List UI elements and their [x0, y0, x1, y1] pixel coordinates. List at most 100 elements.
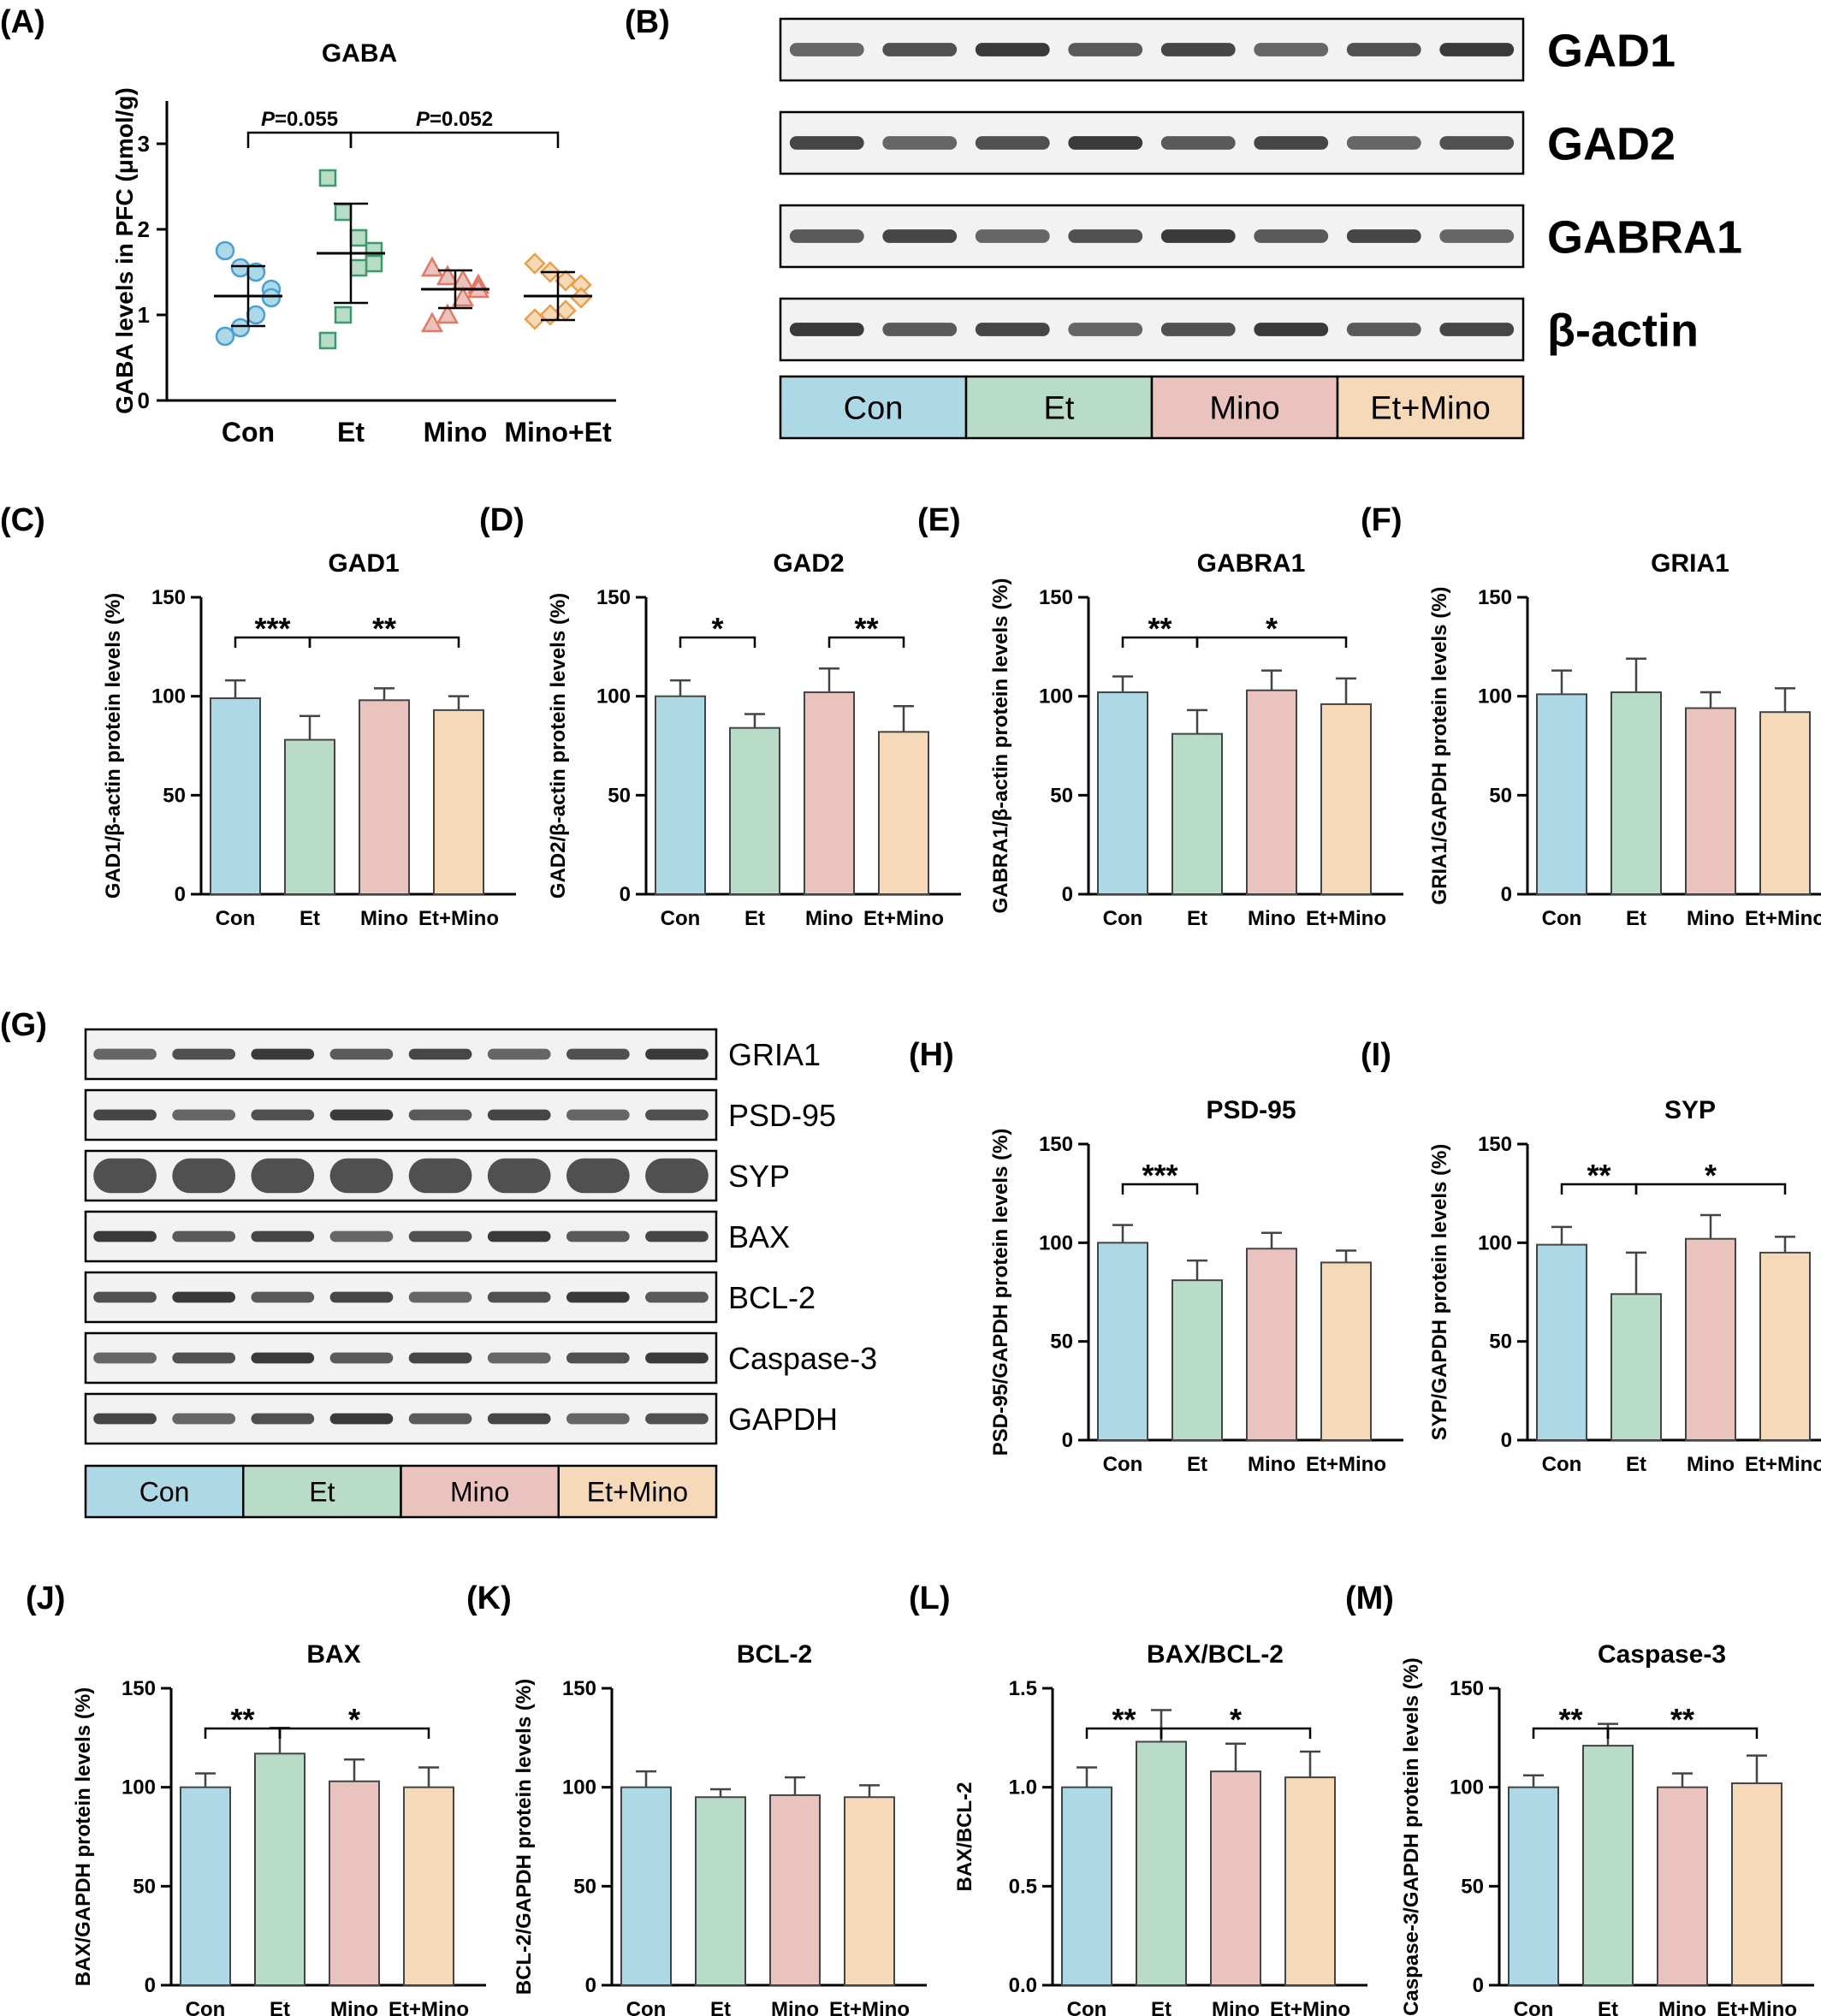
x-tick-label: Mino	[330, 1998, 378, 2016]
bar-et-mino	[403, 1786, 454, 1987]
x-tick-label: Con	[222, 417, 275, 448]
blot-band	[789, 136, 864, 150]
blot-band	[975, 43, 1050, 56]
data-point	[318, 169, 337, 187]
data-point	[436, 303, 460, 324]
significance-bracket	[278, 1727, 430, 1739]
blot-band	[1346, 229, 1421, 243]
bar-et-mino	[1320, 1261, 1372, 1442]
blot-band	[172, 1158, 236, 1194]
x-tick-label: Et+Mino	[863, 907, 944, 930]
data-point	[365, 254, 383, 273]
chart-title: BAX/BCL-2	[1147, 1640, 1284, 1669]
y-tick-label: 100	[1039, 1231, 1073, 1254]
x-tick-label: Mino	[1248, 1453, 1296, 1476]
blot-band	[975, 323, 1050, 336]
data-point	[451, 269, 475, 290]
blot-band	[566, 1048, 630, 1060]
y-tick-label: 0	[1062, 883, 1073, 906]
panel-label: (H)	[909, 1037, 954, 1073]
blot-band	[1160, 136, 1236, 150]
y-tick-label: 100	[1478, 685, 1512, 709]
significance-bracket	[308, 636, 460, 648]
blot-band	[882, 43, 958, 56]
blot-band	[1160, 43, 1236, 56]
bar-mino	[769, 1794, 821, 1986]
x-tick-label: Et	[1598, 1998, 1618, 2016]
data-point	[524, 252, 546, 275]
blot-band	[329, 1158, 394, 1194]
blot-band	[172, 1352, 236, 1364]
blot-band	[1254, 229, 1329, 243]
data-point	[261, 288, 282, 308]
blot-band	[1254, 43, 1329, 56]
bar-con	[1061, 1786, 1112, 1987]
x-tick-label: Et	[337, 417, 365, 448]
blot-band	[329, 1413, 394, 1425]
panel-label: (C)	[0, 502, 45, 538]
chart-title: GAD2	[773, 549, 844, 578]
significance-label: *	[1705, 1158, 1717, 1193]
chart-title: BAX	[306, 1640, 360, 1669]
blot-band	[975, 229, 1050, 243]
p-value: =0.055	[275, 108, 338, 131]
blot-band	[882, 229, 958, 243]
panel-label: (G)	[0, 1007, 47, 1043]
blot-band	[566, 1352, 630, 1364]
chart-title: GABRA1	[1197, 549, 1306, 578]
significance-bracket	[1634, 1183, 1787, 1195]
blot-band	[645, 1230, 709, 1242]
blot-band	[645, 1291, 709, 1303]
blot-band	[566, 1158, 630, 1194]
group-box	[84, 1464, 245, 1519]
y-axis-label: PSD-95/GAPDH protein levels (%)	[989, 1129, 1012, 1456]
bar-con	[1536, 1243, 1587, 1442]
bar-mino	[1685, 1237, 1736, 1441]
band-label: BCL-2	[728, 1280, 816, 1315]
p-symbol: P	[261, 108, 276, 131]
blot-band	[251, 1413, 315, 1425]
western-blot-g: (G) GRIA1 PSD-95 SYP BAX BCL-2 Caspase-3 GAPDH C…	[0, 1007, 877, 1519]
blot-band	[789, 229, 864, 243]
blot-band	[93, 1230, 157, 1242]
y-tick-label: 100	[596, 685, 631, 709]
blot-band	[93, 1158, 157, 1194]
data-point	[349, 258, 368, 277]
x-tick-label: Mino	[1248, 907, 1296, 930]
panel-label: (I)	[1361, 1037, 1391, 1073]
blot-band	[172, 1048, 236, 1060]
blot-band	[172, 1109, 236, 1121]
bar-chart-bax-bcl-2: (L) BAX/BCL-2 BAX/BCL-2 0.0 0.5 1.0 1.5 Con Et Mi…	[909, 1580, 1367, 2016]
blot-band	[1160, 229, 1236, 243]
blot-band	[566, 1291, 630, 1303]
y-tick-label: 0	[138, 388, 150, 413]
y-axis-label: GAD1/β-actin protein levels (%)	[102, 593, 125, 898]
x-tick-label: Et+Mino	[1745, 1453, 1821, 1476]
bar-et	[1136, 1740, 1187, 1986]
bar-et	[729, 726, 780, 895]
blot-band	[251, 1352, 315, 1364]
bar-et	[1582, 1745, 1634, 1986]
bar-con	[1536, 693, 1587, 895]
x-tick-label: Mino	[1687, 1453, 1735, 1476]
group-label: Et	[309, 1477, 335, 1508]
group-label: Et	[1044, 391, 1075, 427]
blot-band	[645, 1158, 709, 1194]
y-tick-label: 50	[133, 1875, 156, 1898]
y-axis-label: BAX/BCL-2	[953, 1782, 976, 1891]
data-point	[524, 308, 546, 330]
blot-band	[1254, 136, 1329, 150]
y-tick-label: 1.0	[1009, 1776, 1037, 1800]
blot-band	[408, 1109, 472, 1121]
data-point	[570, 287, 592, 309]
significance-label: *	[1230, 1702, 1242, 1737]
significance-bracket	[1160, 1727, 1312, 1739]
bar-et	[1171, 1279, 1223, 1442]
blot-band	[566, 1109, 630, 1121]
blot-band	[645, 1352, 709, 1364]
band-label: SYP	[728, 1159, 790, 1194]
y-axis-label: SYP/GAPDH protein levels (%)	[1428, 1144, 1451, 1441]
blot-band	[172, 1291, 236, 1303]
group-box	[1336, 375, 1525, 440]
